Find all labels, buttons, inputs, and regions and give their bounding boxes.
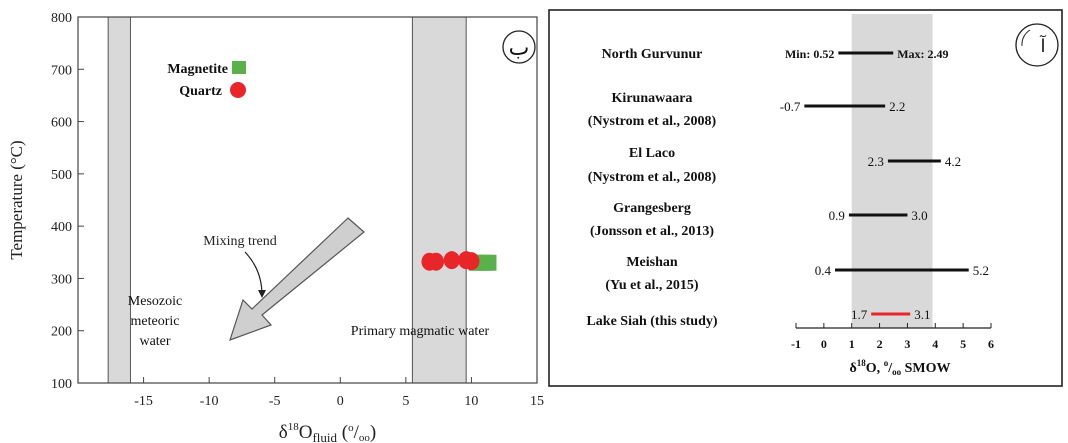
panel-label: آ (1039, 34, 1046, 57)
range-max-label: 5.2 (973, 263, 989, 278)
x-tick-label: 0 (821, 337, 827, 351)
x-axis-unit-close: ) (370, 422, 376, 443)
x-tick-label: -1 (791, 337, 801, 351)
site-label: North Gurvunur (602, 47, 703, 62)
x-tick-label: 6 (988, 337, 994, 351)
water-band (411, 16, 467, 384)
x-tick-label: 5 (960, 337, 966, 351)
y-tick-label: 200 (51, 325, 72, 340)
x-tick-label: -10 (200, 394, 219, 409)
x-axis-unit-slash: / (887, 361, 893, 376)
y-tick-label: 800 (51, 11, 72, 26)
y-axis-title: Temperature (°C) (7, 140, 26, 259)
magnetite-point (480, 254, 497, 271)
x-axis-sub: fluid (312, 430, 337, 443)
x-axis-title: δ18Ofluid (o/oo) (279, 421, 376, 443)
x-axis-title: δ18O, o/oo SMOW (850, 358, 951, 377)
range-max-label: Max: 2.49 (897, 47, 948, 61)
site-label: Kirunawaara (612, 91, 693, 106)
band-label-meteoric: Mesozoic (128, 294, 182, 309)
x-axis-unit-sub: oo (892, 367, 902, 377)
legend-magnetite-marker (232, 61, 246, 74)
quartz-point (443, 251, 460, 270)
x-axis-o: O, (866, 361, 884, 376)
x-tick-label: 15 (530, 394, 544, 409)
x-tick-label: 5 (402, 394, 409, 409)
x-axis-delta: δ (850, 361, 857, 376)
x-axis-unit-open: ( (337, 422, 348, 443)
site-label: Grangesberg (613, 201, 691, 216)
site-label: (Yu et al., 2015) (605, 278, 699, 293)
range-min-label: -0.7 (780, 99, 801, 114)
panel-label-circle (502, 30, 536, 64)
x-axis-unit-sup: o (884, 358, 889, 368)
quartz-point (463, 252, 480, 271)
y-tick-label: 700 (51, 63, 72, 78)
x-axis-unit-slash: / (354, 422, 360, 443)
x-axis-delta: δ (279, 422, 288, 443)
right-panel-frame (548, 9, 1063, 387)
x-tick-label: 10 (464, 394, 478, 409)
x-axis-o: O (299, 422, 313, 443)
legend-quartz-label: Quartz (179, 84, 222, 99)
x-tick-label: 4 (932, 337, 938, 351)
reference-band (851, 14, 933, 328)
panel-label-decor (1021, 29, 1031, 47)
range-min-label: 2.3 (868, 154, 884, 169)
range-max-label: 3.0 (911, 208, 927, 223)
water-band (107, 16, 131, 384)
range-min-label: 1.7 (851, 307, 868, 322)
range-min-label: Min: 0.52 (785, 47, 834, 61)
y-tick-label: 500 (51, 168, 72, 183)
x-tick-label: 3 (904, 337, 910, 351)
site-label: Meishan (626, 255, 678, 270)
x-axis-sup: 18 (857, 358, 867, 368)
site-label: (Jonsson et al., 2013) (590, 224, 714, 239)
site-label: Lake Siah (this study) (586, 314, 717, 329)
y-tick-label: 300 (51, 272, 72, 287)
quartz-point (428, 252, 445, 271)
mixing-arrow (229, 217, 365, 341)
x-tick-label: -15 (134, 394, 153, 409)
y-tick-label: 600 (51, 116, 72, 131)
panel-label-circle (1015, 23, 1059, 67)
range-max-label: 2.2 (889, 99, 905, 114)
x-axis-unit-sub: oo (359, 432, 371, 443)
x-axis-sup: 18 (288, 421, 300, 433)
legend-magnetite-label: Magnetite (167, 62, 228, 77)
band-label-meteoric: meteoric (131, 314, 180, 329)
x-tick-label: 1 (849, 337, 855, 351)
y-tick-label: 100 (51, 377, 72, 392)
mixing-pointer (244, 251, 263, 296)
site-label: El Laco (629, 146, 675, 161)
mixing-trend-label: Mixing trend (203, 234, 277, 249)
band-label-meteoric: water (139, 334, 170, 349)
legend-quartz-marker (230, 82, 246, 98)
site-label: (Nystrom et al., 2008) (588, 170, 717, 185)
site-label: (Nystrom et al., 2008) (588, 114, 717, 129)
band-label-magmatic: Primary magmatic water (351, 324, 490, 339)
x-tick-label: 0 (337, 394, 344, 409)
panel-label: ب (509, 36, 530, 61)
plot-frame (77, 16, 538, 384)
right-panel: -1 0 1 2 3 4 5 6 δ18O, o/oo SMOW North Gurvunur Mi… (586, 14, 1059, 377)
range-min-label: 0.9 (829, 208, 845, 223)
x-tick-label: 2 (877, 337, 883, 351)
x-tick-label: -5 (269, 394, 281, 409)
x-axis-tail: SMOW (901, 361, 950, 376)
x-axis-unit-sup: o (348, 422, 354, 434)
range-max-label: 3.1 (914, 307, 930, 322)
range-min-label: 0.4 (815, 263, 832, 278)
y-tick-label: 400 (51, 220, 72, 235)
range-max-label: 4.2 (945, 154, 961, 169)
mixing-pointer-head (258, 290, 266, 298)
left-panel: 100 200 300 400 500 600 700 800 -15 -10 -5 0 5 10 15 Te… (7, 11, 544, 443)
